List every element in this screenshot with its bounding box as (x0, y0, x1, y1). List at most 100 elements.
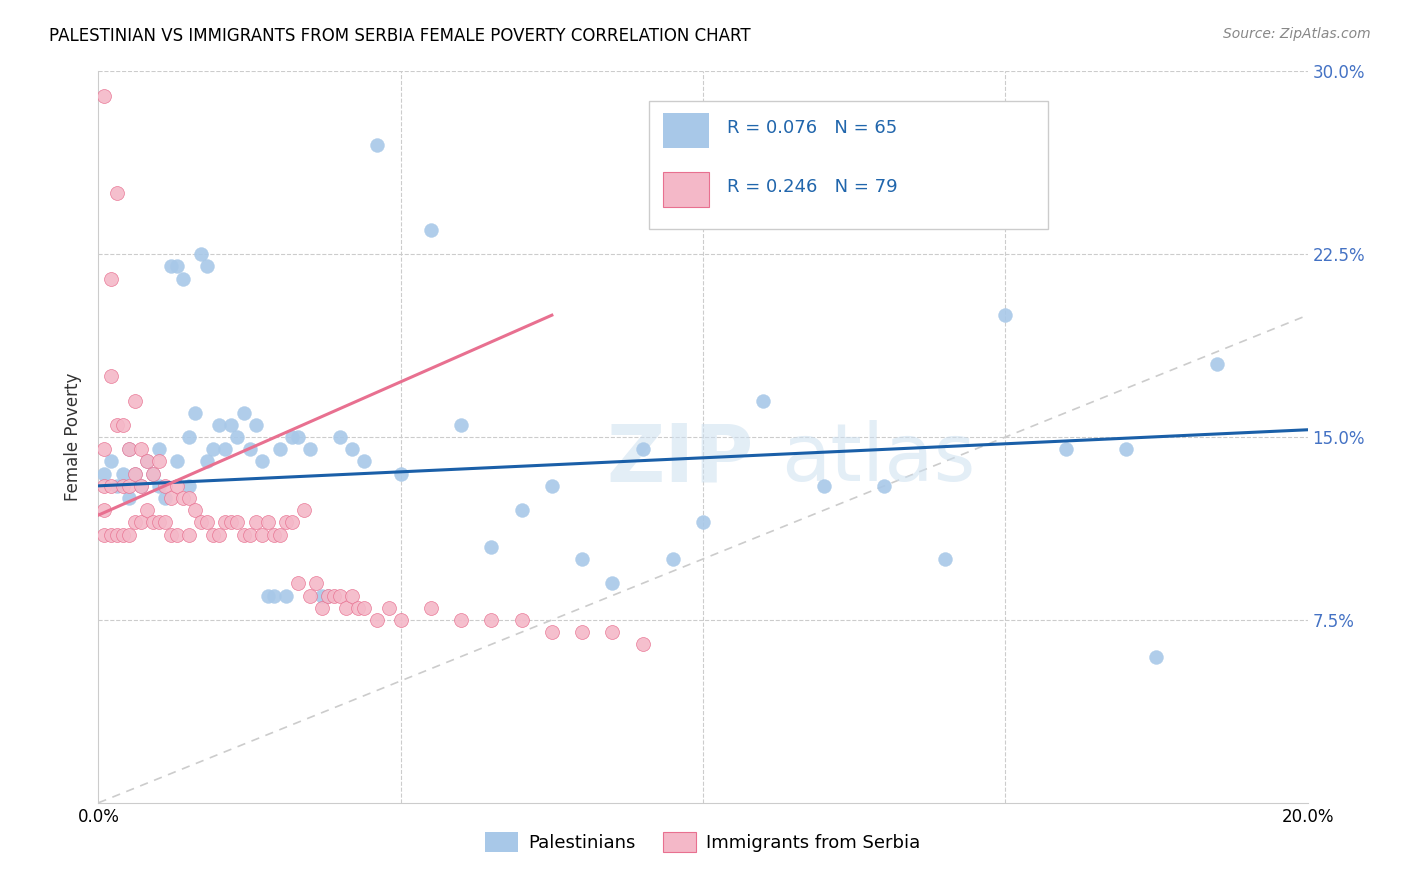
Point (540, 625, 562, 640)
Point (160, 491, 183, 505)
Point (571, 552, 593, 566)
Point (269, 442, 291, 457)
Point (263, 527, 285, 541)
Point (221, 417, 243, 432)
Point (311, 600, 333, 615)
Point (195, 260, 218, 274)
Point (124, 393, 146, 408)
FancyBboxPatch shape (664, 113, 709, 148)
Point (269, 527, 291, 541)
Point (450, 613, 472, 627)
Point (93, 527, 115, 541)
Point (510, 503, 533, 517)
Point (93, 88, 115, 103)
Point (335, 600, 357, 615)
Point (752, 393, 775, 408)
Point (377, 600, 399, 615)
Point (571, 625, 593, 640)
Point (602, 625, 624, 640)
Point (540, 479, 562, 493)
Point (111, 467, 134, 481)
Point (389, 467, 412, 481)
Point (292, 503, 315, 517)
Point (105, 417, 128, 432)
Point (118, 442, 141, 457)
Point (118, 442, 141, 457)
Point (93, 479, 115, 493)
Point (184, 503, 207, 517)
Point (172, 491, 194, 505)
Point (153, 479, 176, 493)
Legend: Palestinians, Immigrants from Serbia: Palestinians, Immigrants from Serbia (478, 824, 928, 860)
Point (179, 527, 201, 541)
Point (208, 417, 231, 432)
Point (100, 271, 122, 285)
Point (118, 491, 141, 505)
Point (142, 467, 165, 481)
Point (124, 467, 146, 481)
Point (166, 527, 188, 541)
Point (135, 454, 157, 468)
Point (323, 589, 346, 603)
Point (105, 527, 128, 541)
Point (510, 613, 533, 627)
Point (100, 527, 122, 541)
Point (347, 600, 370, 615)
Y-axis label: Female Poverty: Female Poverty (65, 373, 83, 501)
Point (100, 479, 122, 493)
Point (93, 503, 115, 517)
Point (873, 479, 896, 493)
Point (481, 540, 503, 554)
Point (166, 454, 188, 468)
Point (179, 491, 201, 505)
Point (232, 406, 254, 420)
Point (353, 454, 375, 468)
Point (129, 516, 152, 530)
Point (202, 527, 225, 541)
Point (342, 589, 364, 603)
Point (153, 516, 176, 530)
Point (239, 442, 262, 457)
Point (148, 516, 170, 530)
Point (287, 576, 309, 591)
Point (124, 516, 146, 530)
Point (93, 442, 115, 457)
Point (450, 417, 472, 432)
Point (1054, 442, 1077, 457)
Point (263, 589, 285, 603)
Point (245, 417, 267, 432)
Point (118, 527, 141, 541)
Point (250, 527, 273, 541)
Point (160, 260, 183, 274)
Point (631, 637, 654, 651)
Point (179, 430, 201, 444)
Point (353, 600, 375, 615)
Point (148, 454, 170, 468)
Point (256, 589, 278, 603)
Point (160, 527, 183, 541)
Point (190, 516, 212, 530)
Point (129, 479, 152, 493)
Point (366, 137, 388, 152)
Text: R = 0.076   N = 65: R = 0.076 N = 65 (727, 120, 897, 137)
Point (1115, 442, 1137, 457)
Point (118, 479, 141, 493)
Text: PALESTINIAN VS IMMIGRANTS FROM SERBIA FEMALE POVERTY CORRELATION CHART: PALESTINIAN VS IMMIGRANTS FROM SERBIA FE… (49, 27, 751, 45)
FancyBboxPatch shape (664, 171, 709, 207)
Point (994, 308, 1017, 322)
Point (221, 516, 243, 530)
Point (153, 491, 176, 505)
Point (420, 600, 443, 615)
Point (202, 442, 225, 457)
Point (93, 467, 115, 481)
Point (239, 527, 262, 541)
Point (661, 552, 683, 566)
Point (184, 406, 207, 420)
Point (342, 442, 364, 457)
Point (420, 223, 443, 237)
Point (389, 613, 412, 627)
Point (481, 613, 503, 627)
Point (142, 516, 165, 530)
Point (179, 479, 201, 493)
Text: atlas: atlas (782, 420, 976, 498)
